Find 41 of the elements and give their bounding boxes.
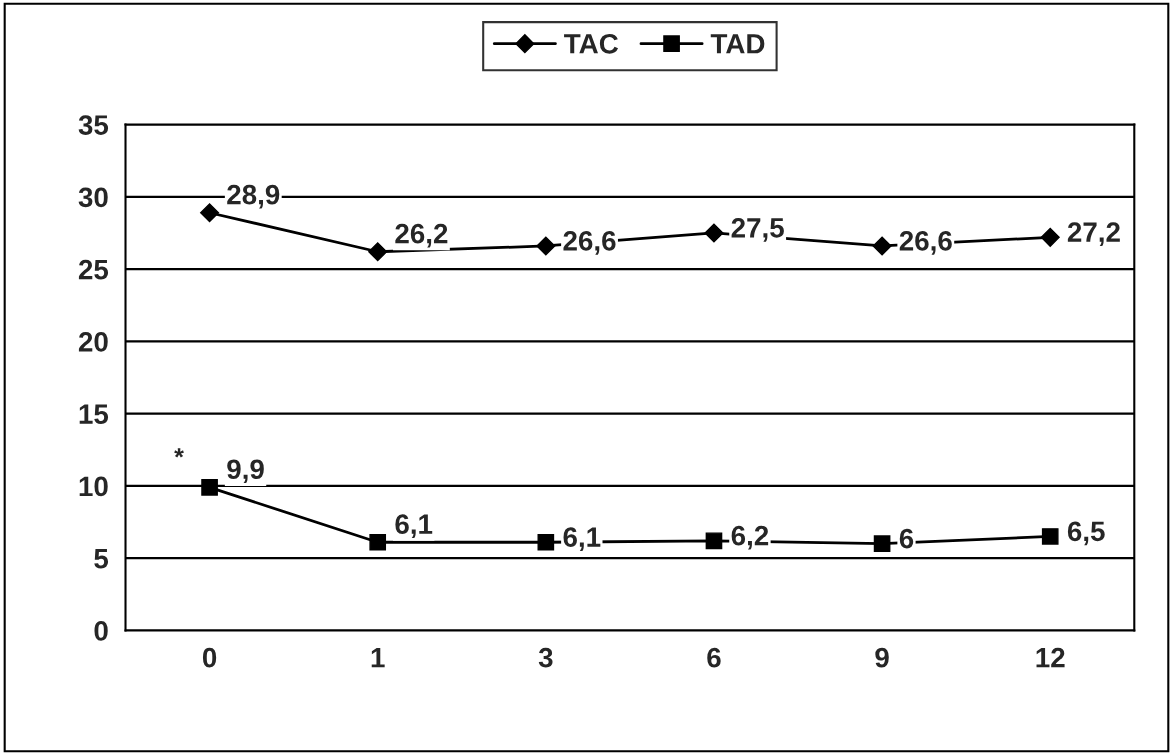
data-label: 28,9 — [227, 184, 280, 209]
x-tick-label: 3 — [538, 647, 553, 668]
point — [1041, 528, 1059, 545]
point — [872, 236, 892, 256]
point — [200, 203, 220, 223]
data-label: 26,6 — [563, 230, 616, 255]
point — [536, 236, 556, 256]
y-tick-label: 25 — [78, 259, 109, 280]
data-label: 6,1 — [563, 527, 601, 551]
y-tick-label: 0 — [94, 621, 108, 641]
y-tick-label: 15 — [79, 404, 109, 424]
x-tick-label: 12 — [1036, 647, 1065, 668]
legend-label: TAD — [710, 34, 765, 54]
y-tick-label: 30 — [78, 187, 108, 208]
point — [704, 223, 724, 243]
point — [368, 242, 388, 262]
x-tick-label: 0 — [202, 647, 217, 668]
point — [1040, 227, 1060, 247]
data-label: 26,2 — [395, 223, 448, 248]
point — [537, 533, 555, 551]
point — [201, 479, 218, 496]
x-tick-label: 6 — [707, 647, 721, 668]
annotation: * — [174, 448, 184, 458]
y-tick-label: 5 — [94, 549, 109, 569]
y-tick-label: 20 — [78, 332, 108, 352]
y-tick-label: 10 — [79, 476, 108, 497]
point — [705, 532, 723, 550]
data-label: 6,2 — [731, 525, 769, 550]
data-label: 6,1 — [395, 514, 433, 539]
legend-label: TAC — [564, 33, 619, 54]
data-label: 26,6 — [899, 230, 952, 255]
data-label: 27,2 — [1067, 222, 1120, 247]
data-label: 9,9 — [227, 459, 264, 484]
point — [369, 533, 387, 551]
data-label: 6,5 — [1067, 521, 1105, 546]
data-label: 27,5 — [731, 217, 784, 242]
data-label: 6 — [899, 528, 914, 549]
x-tick-label: 9 — [875, 647, 889, 668]
x-tick-label: 1 — [371, 648, 385, 668]
y-tick-label: 35 — [78, 115, 109, 135]
point — [873, 535, 891, 553]
